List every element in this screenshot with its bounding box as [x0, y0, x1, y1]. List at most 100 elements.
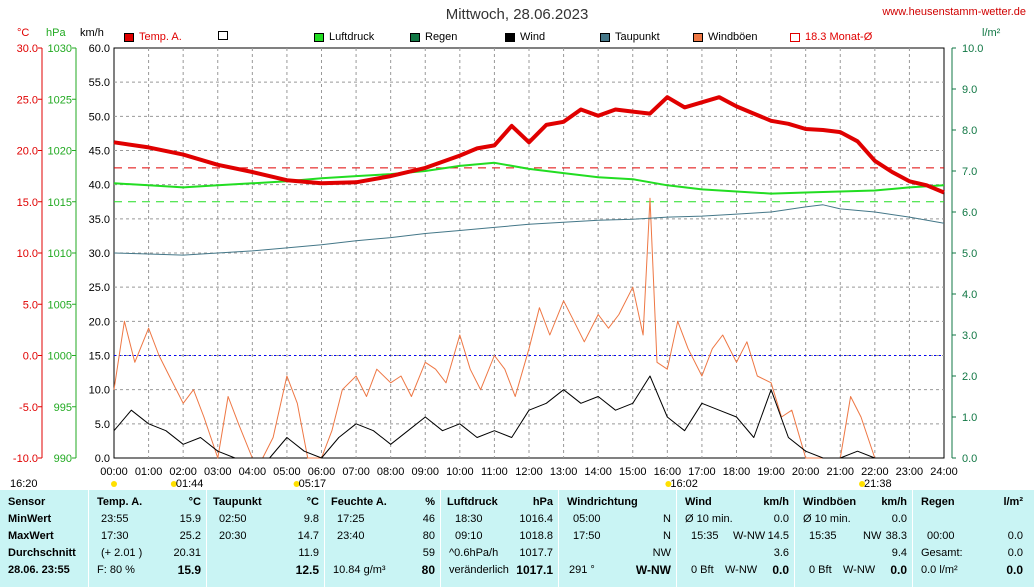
legend-swatch [790, 32, 800, 42]
time-marker-dot [170, 481, 177, 487]
x-tick-label: 22:00 [861, 466, 889, 478]
pressure-max-value: 1018.8 [519, 530, 553, 542]
gust-header: Windböen [803, 496, 857, 508]
legend-item: Wind [505, 31, 545, 43]
pressure-tendency: veränderlich [449, 564, 509, 576]
rain-tick-label: 3.0 [962, 330, 977, 342]
wind-tick-label: 10.0 [89, 385, 110, 397]
legend-item [218, 31, 233, 40]
wind-tick-label: 50.0 [89, 111, 110, 123]
winddir-min-time: 05:00 [573, 513, 601, 525]
x-tick-label: 18:00 [723, 466, 751, 478]
wind-tick-label: 15.0 [89, 351, 110, 363]
x-tick-label: 09:00 [411, 466, 439, 478]
winddir-current-value: W-NW [635, 563, 671, 577]
row-label-current: 28.06. 23:55 [8, 564, 70, 576]
temp-min-time: 23:55 [101, 513, 129, 525]
x-tick-label: 20:00 [792, 466, 820, 478]
rain-tick-label: 0.0 [962, 453, 977, 465]
x-tick-label: 12:00 [515, 466, 543, 478]
x-tick-label: 03:00 [204, 466, 232, 478]
time-marker-dot [665, 481, 672, 487]
dewpoint-series-line [113, 204, 945, 256]
rain-total-value: 0.0 [1007, 547, 1023, 559]
wind-bft: 0 Bft [691, 564, 714, 576]
legend-swatch [314, 32, 324, 42]
pressure-tick-label: 1025 [48, 94, 72, 106]
rain-tick-label: 9.0 [962, 84, 977, 96]
x-tick-label: 10:00 [446, 466, 474, 478]
humidity-max-time: 23:40 [337, 530, 365, 542]
x-tick-label: 01:00 [135, 466, 163, 478]
pressure-tick-label: 1000 [48, 351, 72, 363]
temp-series-line [113, 95, 945, 195]
temp-min-value: 15.9 [179, 513, 201, 525]
pressure-avg-value: 1017.7 [519, 547, 553, 559]
gust-avg10-label: Ø 10 min. [803, 513, 851, 525]
row-label-min: MinWert [8, 513, 52, 525]
wind-max-dir: W-NW [733, 530, 766, 542]
pressure-unit: hPa [532, 496, 553, 508]
humidity-min-time: 17:25 [337, 513, 365, 525]
x-tick-label: 00:00 [100, 466, 128, 478]
wind-tick-label: 30.0 [89, 248, 110, 260]
rain-tick-label: 6.0 [962, 207, 977, 219]
wind-max-value: 14.5 [767, 530, 789, 542]
wind-avg10-label: Ø 10 min. [685, 513, 733, 525]
pressure-current-value: 1017.1 [516, 563, 553, 577]
time-marker-dot [859, 481, 866, 487]
rain-column: Regen l/m² 00:00 0.0 Gesamt: 0.0 0.0 l/m… [912, 490, 1034, 587]
sensor-header: Sensor [8, 496, 46, 508]
time-marker-label: 16:20 [10, 478, 38, 490]
legend-label: Regen [425, 31, 458, 43]
website-link[interactable]: www.heusenstamm-wetter.de [882, 6, 1026, 18]
dewpoint-header: Taupunkt [213, 496, 262, 508]
x-tick-label: 07:00 [342, 466, 370, 478]
temp-max-value: 25.2 [179, 530, 201, 542]
wind-tick-label: 25.0 [89, 282, 110, 294]
pressure-column: Luftdruck hPa 18:30 1016.4 09:10 1018.8 … [440, 490, 559, 587]
x-tick-label: 06:00 [308, 466, 336, 478]
rain-tick-label: 7.0 [962, 166, 977, 178]
winddir-column: Windrichtung 05:00 N 17:50 N NW 291 ° W-… [558, 490, 677, 587]
pressure-tick-label: 1020 [48, 146, 72, 158]
rain-tick-label: 10.0 [962, 43, 983, 55]
winddir-degrees: 291 ° [569, 564, 595, 576]
wind-max-time: 15:35 [691, 530, 719, 542]
wind-tick-label: 35.0 [89, 214, 110, 226]
humidity-column: Feuchte A. % 17:25 46 23:40 80 59 10.84 … [324, 490, 441, 587]
legend-label: Windböen [708, 31, 758, 43]
temp-column: Temp. A. °C 23:55 15.9 17:30 25.2 (+ 2.0… [88, 490, 207, 587]
legend-label: Luftdruck [329, 31, 375, 43]
gust-bft: 0 Bft [809, 564, 832, 576]
legend-item: Luftdruck [314, 31, 374, 43]
time-marker-label: 01:44 [176, 478, 204, 490]
winddir-max-time: 17:50 [573, 530, 601, 542]
temp-tick-label: 10.0 [17, 248, 38, 260]
x-tick-label: 04:00 [239, 466, 267, 478]
x-tick-label: 19:00 [757, 466, 785, 478]
x-tick-label: 14:00 [584, 466, 612, 478]
rain-tick-label: 2.0 [962, 371, 977, 383]
pressure-tick-label: 1015 [48, 197, 72, 209]
winddir-header: Windrichtung [567, 496, 638, 508]
pressure-max-time: 09:10 [455, 530, 483, 542]
pressure-tick-label: 1030 [48, 43, 72, 55]
temp-tick-label: 15.0 [17, 197, 38, 209]
gust-unit: km/h [881, 496, 907, 508]
temp-tick-label: 5.0 [23, 299, 38, 311]
wind-tick-label: 60.0 [89, 43, 110, 55]
legend-swatch [600, 32, 610, 42]
wind-tick-label: 40.0 [89, 180, 110, 192]
temp-avg-value: 20.31 [173, 547, 201, 559]
legend-label: 18.3 Monat-Ø [805, 31, 873, 43]
pressure-tick-label: 995 [54, 402, 72, 414]
temp-humidity: F: 80 % [97, 564, 135, 576]
humidity-avg-value: 59 [422, 547, 435, 559]
temp-tick-label: 20.0 [17, 146, 38, 158]
humidity-max-value: 80 [422, 530, 435, 542]
temp-header: Temp. A. [97, 496, 143, 508]
wind-avg10-value: 0.0 [773, 513, 789, 525]
time-marker-dot [293, 481, 300, 487]
wind-avg-value: 3.6 [773, 547, 789, 559]
